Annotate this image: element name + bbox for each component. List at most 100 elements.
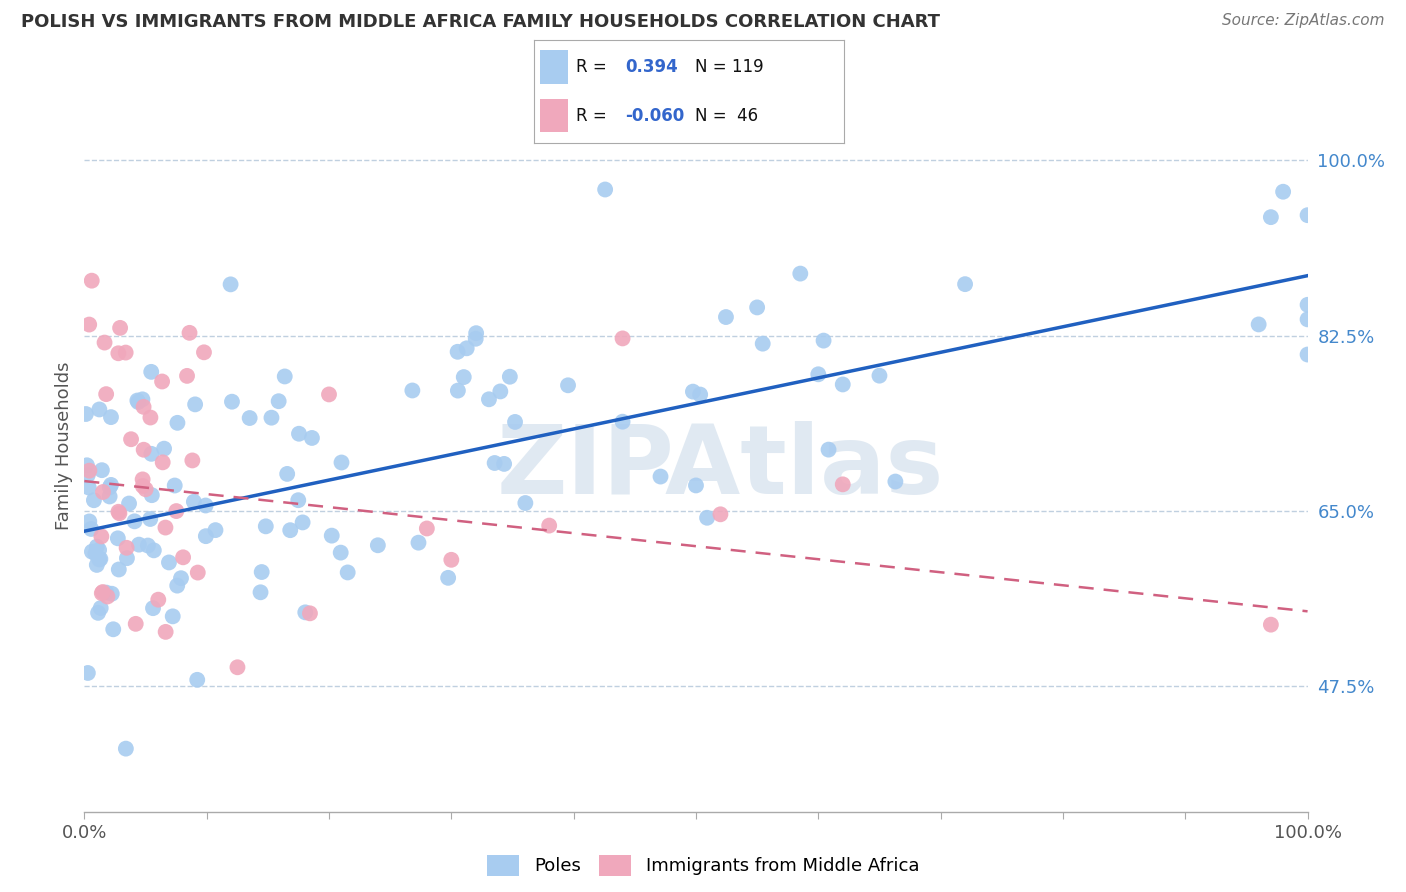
Text: 0.394: 0.394: [626, 58, 678, 76]
Poles: [321, 528, 343, 542]
Poles: [446, 344, 468, 359]
Poles: [141, 488, 163, 502]
Poles: [254, 519, 277, 533]
Immigrants from Middle Africa: [107, 346, 129, 360]
Immigrants from Middle Africa: [831, 477, 853, 491]
Poles: [100, 587, 122, 601]
Poles: [557, 378, 579, 392]
Poles: [77, 481, 100, 495]
Immigrants from Middle Africa: [107, 505, 129, 519]
Poles: [287, 493, 309, 508]
Poles: [807, 368, 830, 382]
Poles: [789, 267, 811, 281]
Immigrants from Middle Africa: [172, 550, 194, 565]
Poles: [204, 523, 226, 537]
Poles: [157, 556, 180, 570]
Immigrants from Middle Africa: [131, 472, 153, 486]
Poles: [447, 384, 470, 398]
Poles: [186, 673, 208, 687]
Text: R =: R =: [576, 106, 612, 125]
Poles: [813, 334, 835, 348]
Poles: [107, 531, 129, 545]
Poles: [682, 384, 704, 399]
Text: Source: ZipAtlas.com: Source: ZipAtlas.com: [1222, 13, 1385, 29]
Poles: [689, 387, 711, 401]
Poles: [751, 336, 773, 351]
Poles: [170, 571, 193, 585]
Poles: [484, 456, 506, 470]
Immigrants from Middle Africa: [132, 479, 155, 493]
Text: POLISH VS IMMIGRANTS FROM MIDDLE AFRICA FAMILY HOUSEHOLDS CORRELATION CHART: POLISH VS IMMIGRANTS FROM MIDDLE AFRICA …: [21, 13, 941, 31]
Poles: [817, 442, 839, 457]
Immigrants from Middle Africa: [132, 442, 155, 457]
Immigrants from Middle Africa: [91, 485, 114, 500]
Poles: [89, 402, 111, 417]
Poles: [869, 368, 891, 383]
Immigrants from Middle Africa: [77, 318, 100, 332]
Poles: [336, 566, 359, 580]
Poles: [612, 415, 634, 429]
Poles: [163, 478, 186, 492]
Poles: [76, 665, 98, 680]
Poles: [294, 605, 316, 619]
Poles: [1296, 312, 1319, 326]
Immigrants from Middle Africa: [90, 529, 112, 543]
Immigrants from Middle Africa: [115, 541, 138, 555]
Poles: [89, 552, 111, 566]
Immigrants from Middle Africa: [96, 387, 118, 401]
Poles: [194, 529, 217, 543]
Poles: [465, 326, 488, 341]
Immigrants from Middle Africa: [152, 455, 174, 469]
Immigrants from Middle Africa: [612, 331, 634, 345]
Poles: [127, 395, 149, 409]
Poles: [274, 369, 297, 384]
Poles: [1296, 347, 1319, 361]
Poles: [437, 571, 460, 585]
Poles: [408, 535, 430, 549]
Poles: [86, 558, 108, 572]
Immigrants from Middle Africa: [416, 521, 439, 535]
Poles: [288, 426, 311, 441]
Immigrants from Middle Africa: [155, 520, 177, 534]
Poles: [714, 310, 737, 324]
Poles: [142, 601, 165, 615]
Immigrants from Middle Africa: [181, 453, 204, 467]
Poles: [1272, 185, 1295, 199]
Poles: [128, 538, 150, 552]
Poles: [162, 609, 184, 624]
Poles: [90, 601, 112, 615]
Immigrants from Middle Africa: [165, 504, 187, 518]
Poles: [650, 469, 672, 483]
Poles: [1247, 318, 1270, 332]
Y-axis label: Family Households: Family Households: [55, 362, 73, 530]
Poles: [831, 377, 853, 392]
Immigrants from Middle Africa: [298, 607, 321, 621]
Immigrants from Middle Africa: [1260, 617, 1282, 632]
Poles: [267, 394, 290, 409]
Poles: [278, 523, 301, 537]
Text: ZIPAtlas: ZIPAtlas: [496, 421, 943, 515]
Poles: [127, 393, 149, 408]
Poles: [1296, 298, 1319, 312]
Immigrants from Middle Africa: [150, 375, 173, 389]
Poles: [84, 547, 107, 561]
Immigrants from Middle Africa: [440, 553, 463, 567]
Poles: [696, 510, 718, 524]
Immigrants from Middle Africa: [93, 335, 115, 350]
Immigrants from Middle Africa: [125, 616, 148, 631]
Immigrants from Middle Africa: [226, 660, 249, 674]
Poles: [89, 552, 111, 566]
Immigrants from Middle Africa: [79, 464, 101, 478]
Poles: [166, 416, 188, 430]
Immigrants from Middle Africa: [91, 585, 114, 599]
Poles: [515, 496, 537, 510]
Immigrants from Middle Africa: [108, 506, 131, 520]
Poles: [456, 341, 478, 355]
Poles: [260, 410, 283, 425]
Poles: [124, 514, 146, 528]
Poles: [219, 277, 242, 292]
Immigrants from Middle Africa: [114, 345, 136, 359]
Poles: [183, 494, 205, 508]
Poles: [98, 490, 121, 504]
Text: N = 119: N = 119: [695, 58, 763, 76]
